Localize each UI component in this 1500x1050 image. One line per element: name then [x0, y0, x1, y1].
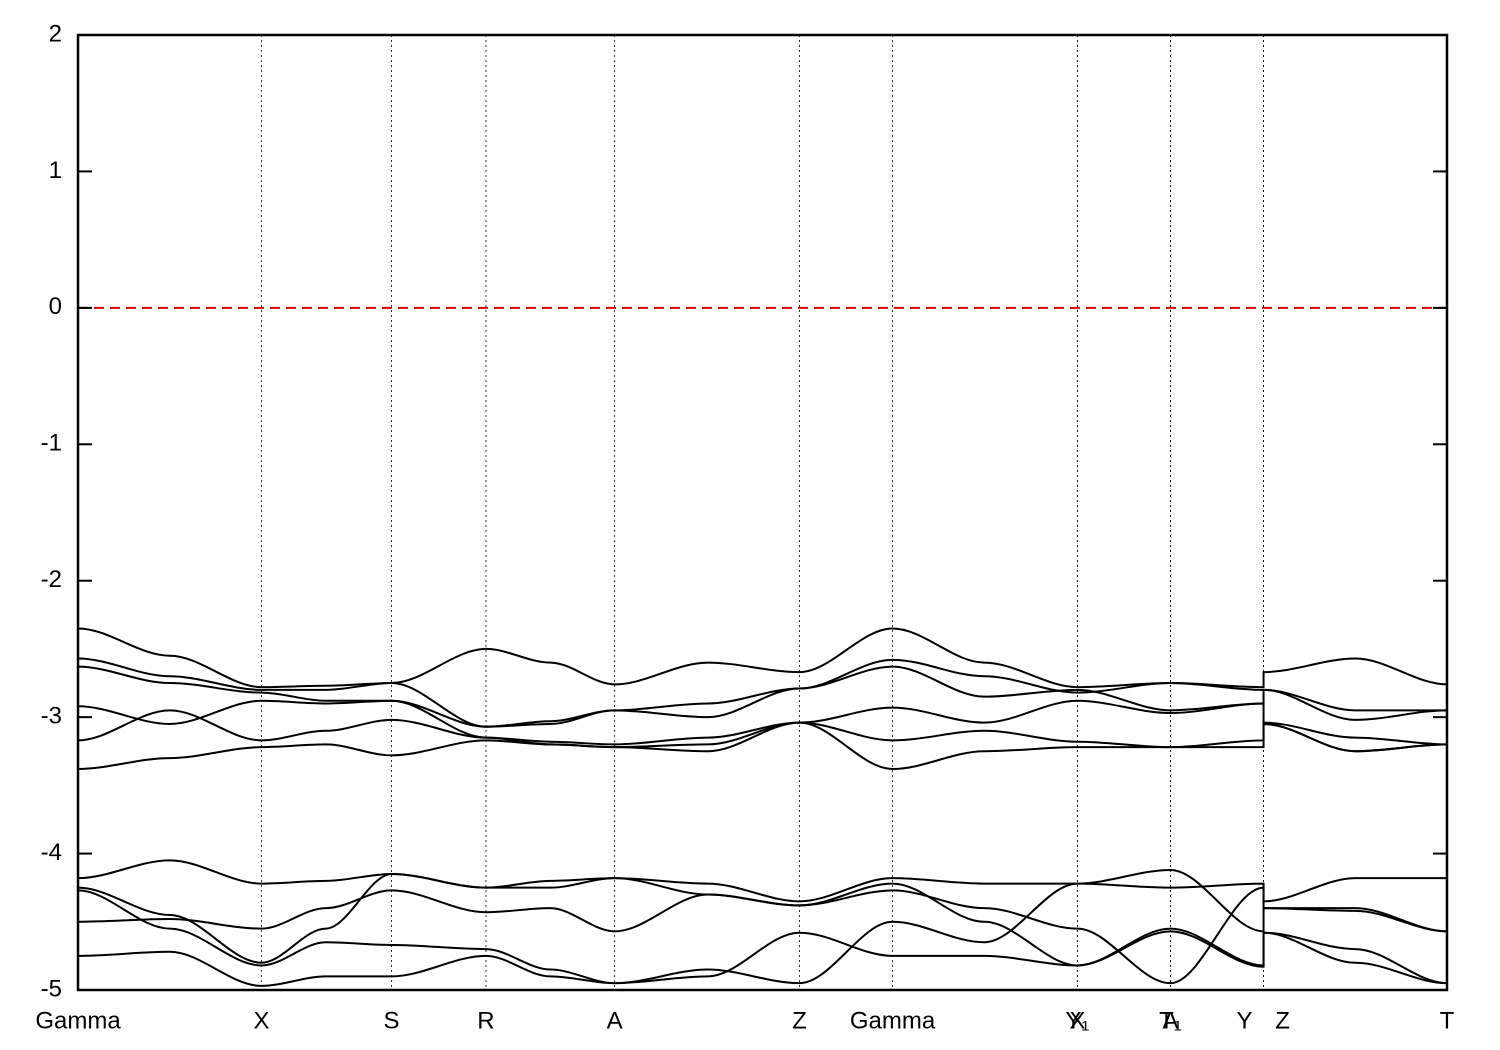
x-tick-label: Y₁	[1065, 1007, 1089, 1034]
x-tick-label: A	[1162, 1007, 1178, 1034]
y-tick-label: -1	[41, 430, 62, 457]
band	[78, 886, 1447, 985]
band	[78, 709, 1447, 753]
band	[78, 699, 1447, 746]
y-tick-label: 2	[49, 20, 62, 47]
x-tick-label: Gamma	[35, 1007, 121, 1034]
x-tick-label: R	[477, 1007, 494, 1034]
x-tick-label: Z	[792, 1007, 807, 1034]
y-tick-label: -4	[41, 839, 62, 866]
x-tick-label: T	[1440, 1007, 1455, 1034]
x-tick-label: T₁	[1159, 1007, 1182, 1034]
band	[78, 868, 1447, 987]
y-tick-label: -5	[41, 975, 62, 1002]
x-tick-label: Z	[1275, 1007, 1290, 1034]
y-tick-label: 0	[49, 293, 62, 320]
x-tick-label: X	[1069, 1007, 1085, 1034]
y-tick-label: -3	[41, 702, 62, 729]
x-tick-label: Gamma	[850, 1007, 936, 1034]
band	[78, 873, 1447, 967]
x-tick-label: Y	[1237, 1007, 1253, 1034]
band	[78, 657, 1447, 728]
band	[78, 665, 1447, 728]
band	[78, 889, 1447, 985]
band	[78, 627, 1447, 689]
x-tick-label: A	[607, 1007, 623, 1034]
x-tick-label: S	[383, 1007, 399, 1034]
plot-area	[78, 306, 1447, 987]
band	[78, 859, 1447, 903]
y-tick-label: 1	[49, 157, 62, 184]
plot-frame	[76, 33, 1449, 992]
y-tick-label: -2	[41, 566, 62, 593]
x-tick-label: X	[253, 1007, 269, 1034]
